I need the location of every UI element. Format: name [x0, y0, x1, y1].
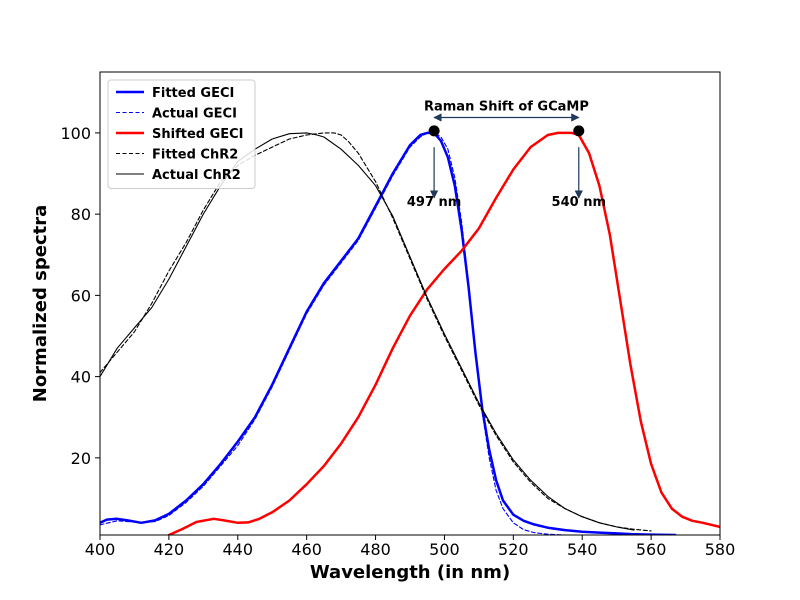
x-axis-ticks: 400 420 440 460 480 500 520 540 560 580: [85, 535, 736, 559]
legend-box: [107, 79, 256, 189]
peak-marker: [428, 125, 440, 137]
series-layer: [100, 131, 720, 535]
plot-frame: [99, 71, 721, 536]
legend-label-fitted-geci: Fitted GECI: [152, 86, 234, 101]
peak-marker: [573, 125, 585, 137]
x-tick-label: 560: [636, 540, 667, 559]
legend-label-fitted-chr2: Fitted ChR2: [152, 148, 238, 163]
y-tick-label: 80: [71, 205, 91, 224]
legend-label-shifted-geci: Shifted GECI: [152, 127, 244, 142]
series-actual-chr2-line: [100, 132, 635, 531]
annotation-raman-shift-of-gcamp: Raman Shift of GCaMP: [424, 100, 589, 115]
legend-label-actual-chr2: Actual ChR2: [152, 168, 241, 183]
x-tick-label: 400: [85, 540, 116, 559]
series-fitted-geci-line: [100, 131, 677, 535]
x-tick-label: 480: [360, 540, 391, 559]
x-tick-label: 420: [154, 540, 185, 559]
x-tick-label: 460: [291, 540, 322, 559]
y-axis-ticks: 20 40 60 80 100: [60, 124, 100, 468]
x-axis-title: Wavelength (in nm): [310, 562, 510, 583]
y-tick-label: 40: [71, 368, 91, 387]
x-tick-label: 540: [567, 540, 598, 559]
annotation-layer: Raman Shift of GCaMP 497 nm 540 nm: [407, 100, 606, 210]
series-actual-geci-line: [100, 132, 566, 535]
x-tick-label: 520: [498, 540, 529, 559]
x-tick-label: 500: [429, 540, 460, 559]
legend-label-actual-geci: Actual GECI: [152, 107, 237, 122]
x-tick-label: 440: [223, 540, 254, 559]
y-tick-label: 20: [71, 449, 91, 468]
annotation-497-nm: 497 nm: [407, 195, 461, 210]
x-tick-label: 580: [705, 540, 736, 559]
y-axis-title: Normalized spectra: [30, 205, 51, 403]
annotation-540-nm: 540 nm: [552, 195, 606, 210]
y-tick-label: 60: [71, 286, 91, 305]
y-tick-label: 100: [60, 124, 91, 143]
series-fitted-chr2-line: [100, 132, 652, 532]
series-shifted-geci-line: [167, 131, 720, 535]
legend: Fitted GECI Actual GECI Shifted GECI Fitted…: [107, 79, 256, 189]
